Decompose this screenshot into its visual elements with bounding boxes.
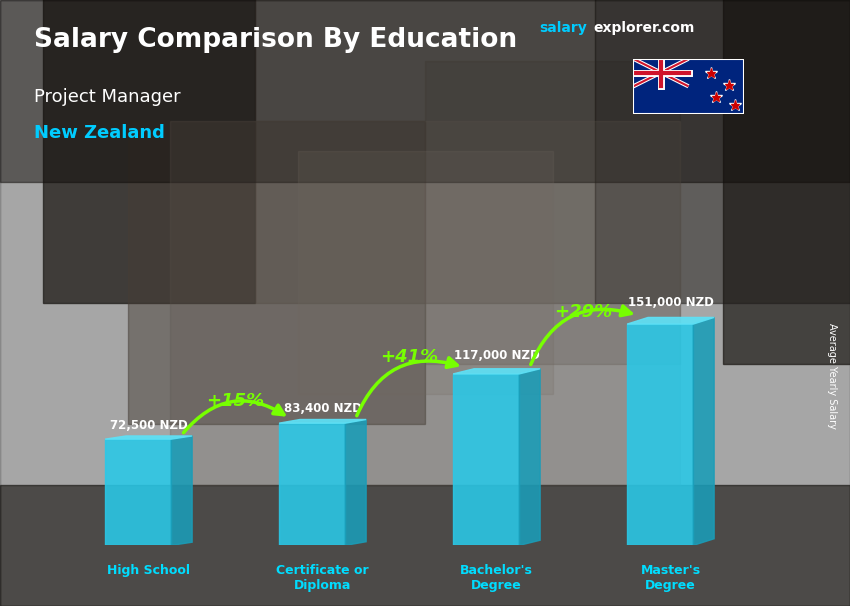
Text: salary: salary	[540, 21, 587, 35]
Text: 72,500 NZD: 72,500 NZD	[110, 419, 188, 431]
Text: 151,000 NZD: 151,000 NZD	[627, 296, 714, 308]
Polygon shape	[453, 369, 540, 374]
Text: Bachelor's
Degree: Bachelor's Degree	[460, 564, 533, 592]
Polygon shape	[105, 436, 192, 439]
Text: +29%: +29%	[554, 302, 613, 321]
Polygon shape	[453, 374, 519, 545]
Bar	[298, 152, 552, 394]
Bar	[0, 485, 850, 606]
Text: Average Yearly Salary: Average Yearly Salary	[827, 323, 837, 428]
Bar	[722, 0, 850, 364]
Bar	[0, 0, 850, 182]
Polygon shape	[279, 423, 345, 545]
Text: Master's
Degree: Master's Degree	[641, 564, 700, 592]
Polygon shape	[171, 436, 192, 545]
Polygon shape	[345, 419, 366, 545]
Text: 83,400 NZD: 83,400 NZD	[284, 402, 361, 415]
Bar	[425, 61, 680, 364]
Text: +41%: +41%	[381, 348, 439, 365]
Polygon shape	[627, 324, 694, 545]
Polygon shape	[627, 318, 714, 324]
Polygon shape	[519, 369, 540, 545]
Text: New Zealand: New Zealand	[34, 124, 165, 142]
Text: High School: High School	[107, 564, 190, 578]
Text: Certificate or
Diploma: Certificate or Diploma	[276, 564, 369, 592]
Text: explorer.com: explorer.com	[593, 21, 694, 35]
Bar	[170, 121, 680, 485]
Text: Project Manager: Project Manager	[34, 88, 180, 106]
Polygon shape	[694, 318, 714, 545]
Text: Salary Comparison By Education: Salary Comparison By Education	[34, 27, 517, 53]
Text: 117,000 NZD: 117,000 NZD	[454, 349, 540, 362]
Bar	[128, 121, 425, 424]
Text: +15%: +15%	[207, 392, 264, 410]
Bar	[255, 0, 595, 303]
Bar	[595, 0, 850, 303]
Polygon shape	[105, 439, 171, 545]
Bar	[42, 0, 255, 303]
Polygon shape	[279, 419, 366, 423]
